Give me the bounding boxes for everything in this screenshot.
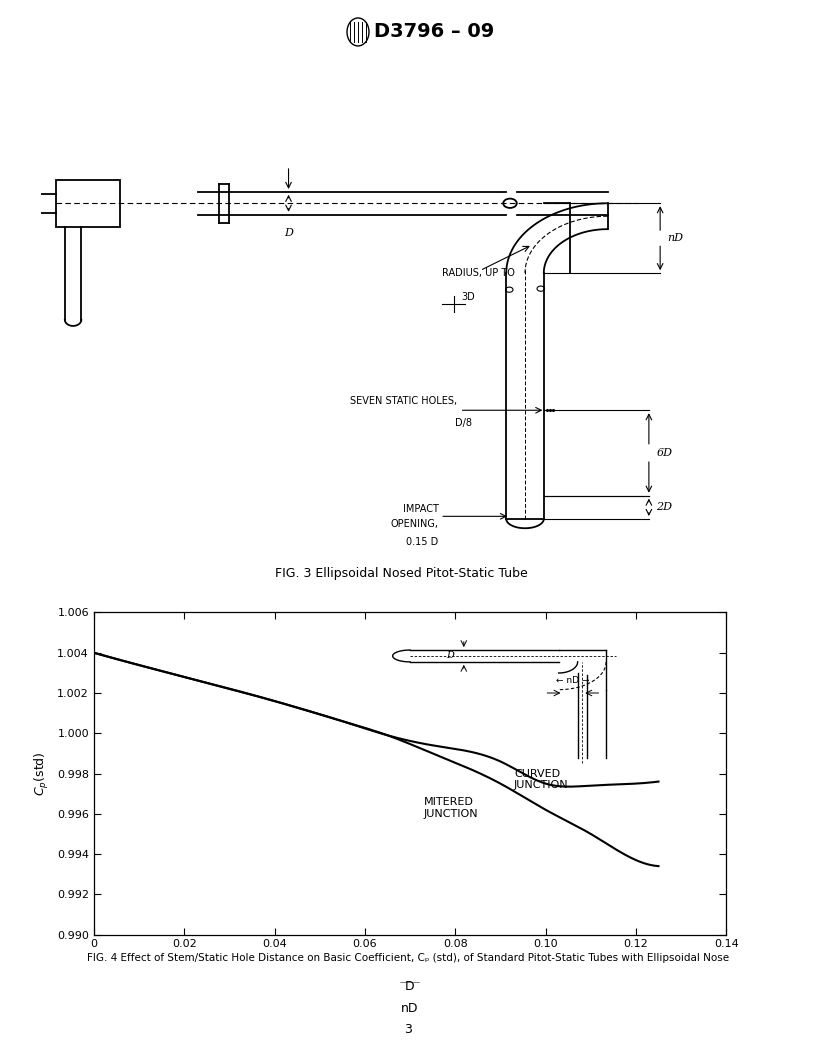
Text: RADIUS, UP TO: RADIUS, UP TO [442, 268, 516, 279]
Text: CURVED
JUNCTION: CURVED JUNCTION [514, 769, 569, 790]
Text: FIG. 3 Ellipsoidal Nosed Pitot-Static Tube: FIG. 3 Ellipsoidal Nosed Pitot-Static Tu… [275, 567, 527, 580]
Bar [55, 180, 120, 227]
Text: OPENING,: OPENING, [391, 520, 439, 529]
Text: nD: nD [401, 1002, 419, 1015]
Text: 6D: 6D [656, 448, 672, 458]
Y-axis label: $C_p$(std): $C_p$(std) [33, 751, 51, 796]
Text: 3D: 3D [461, 293, 475, 302]
Text: IMPACT: IMPACT [403, 504, 439, 514]
Text: D/8: D/8 [455, 418, 472, 428]
Text: D3796 – 09: D3796 – 09 [374, 22, 494, 41]
Text: D: D [284, 228, 293, 238]
Text: FIG. 4 Effect of Stem/Static Hole Distance on Basic Coefficient, Cₚ (std), of St: FIG. 4 Effect of Stem/Static Hole Distan… [87, 953, 729, 962]
Text: MITERED
JUNCTION: MITERED JUNCTION [424, 797, 478, 818]
Text: 0.15 D: 0.15 D [406, 538, 439, 547]
Text: 2D: 2D [656, 503, 672, 512]
Text: D: D [406, 980, 415, 993]
Text: nD: nD [667, 233, 684, 243]
Text: 3: 3 [404, 1023, 412, 1036]
Text: SEVEN STATIC HOLES,: SEVEN STATIC HOLES, [350, 396, 458, 407]
Text: ———: ——— [400, 980, 420, 985]
